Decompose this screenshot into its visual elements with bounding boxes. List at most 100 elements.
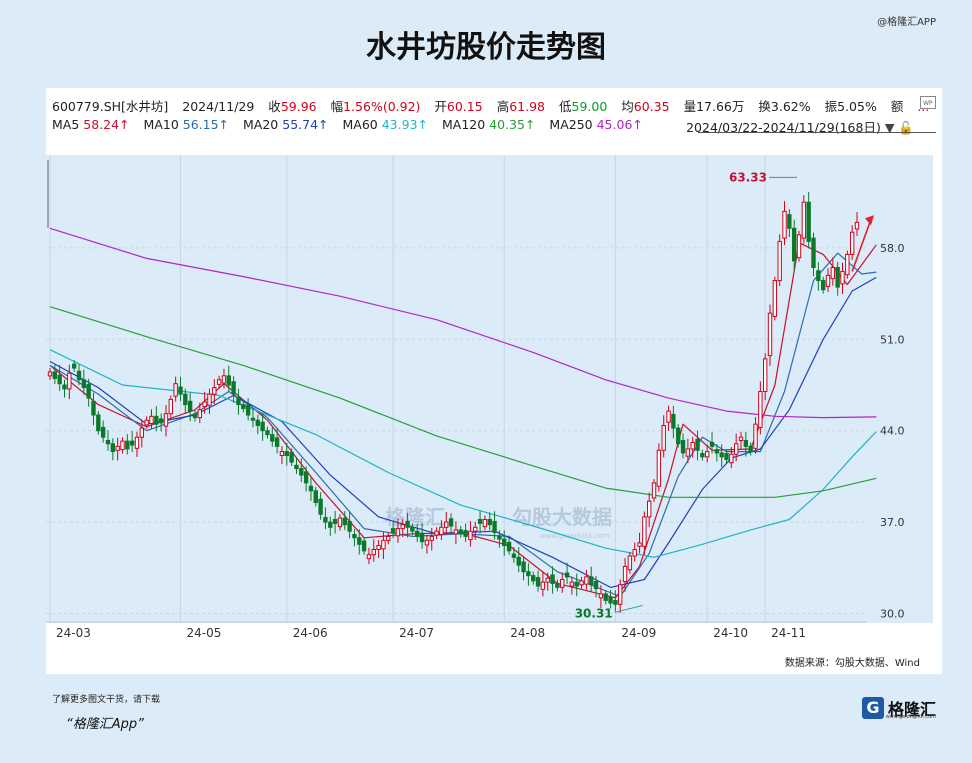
candle-up: [468, 530, 473, 541]
candle-down: [589, 576, 594, 586]
candle-down: [81, 379, 87, 389]
candle-up: [444, 521, 449, 528]
candle-up: [197, 409, 202, 419]
candle-up: [729, 453, 734, 464]
candle-down: [671, 413, 676, 429]
candle-down: [603, 593, 608, 601]
brand-url: www.gelonghui.com: [885, 714, 936, 720]
chart-watermark-url: www.gogudata.com: [540, 532, 609, 540]
candle-down: [680, 439, 686, 454]
amplitude-value: 5.05%: [837, 99, 877, 114]
candle-up: [584, 576, 589, 585]
x-tick-label: 24-09: [621, 626, 656, 640]
candle-down: [352, 533, 357, 539]
candle-down: [521, 561, 526, 573]
ma-info-row: MA5 58.24↑ MA10 56.15↑ MA20 55.74↑ MA60 …: [52, 117, 653, 132]
candle-up: [207, 393, 212, 406]
candle-down: [719, 452, 724, 458]
candle-down: [274, 437, 280, 447]
high-label: 高: [496, 99, 510, 114]
chart-title: 水井坊股价走势图: [366, 30, 606, 65]
candle-down: [608, 596, 613, 604]
candle-down: [62, 384, 67, 390]
x-tick-label: 24-03: [56, 626, 91, 640]
ma10-value: 56.15↑: [182, 117, 230, 132]
candle-up: [772, 280, 778, 317]
candle-down: [724, 453, 729, 460]
candle-up: [47, 371, 53, 377]
turnover-label: 换: [758, 99, 771, 114]
avg-value: 60.35: [633, 99, 670, 114]
wp-icon[interactable]: WP: [920, 96, 936, 112]
candle-up: [482, 518, 488, 528]
candle-up: [642, 516, 647, 547]
y-tick-label: 44.0: [880, 425, 905, 438]
change-label: 幅: [330, 99, 344, 114]
low-annotation-line: [614, 604, 643, 613]
candle-up: [279, 451, 285, 457]
footer-hint: 了解更多图文干货，请下载: [52, 695, 161, 705]
ma250-label: MA250: [549, 117, 593, 132]
candle-down: [154, 415, 159, 425]
candle-down: [695, 438, 700, 451]
candle-up: [854, 221, 860, 230]
trend-arrow-head: [865, 215, 874, 226]
candle-up: [337, 517, 343, 528]
candle-down: [265, 430, 270, 436]
low-label: 低: [558, 99, 572, 114]
candle-down: [676, 427, 681, 445]
candle-up: [661, 424, 666, 451]
high-annotation-label: 63.33: [729, 170, 767, 184]
candle-down: [593, 580, 599, 590]
svg-text:WP: WP: [923, 100, 933, 107]
candle-up: [845, 253, 850, 276]
candle-down: [241, 404, 246, 410]
candle-down: [178, 386, 183, 395]
candle-up: [849, 231, 855, 255]
candle-down: [743, 439, 749, 447]
date-range-selector[interactable]: 2024/03/22-2024/11/29(168日) ▼ 🔓: [686, 117, 914, 136]
candle-down: [487, 518, 492, 526]
candle-down: [318, 498, 323, 515]
candle-down: [96, 414, 101, 432]
candle-down: [531, 575, 536, 582]
amplitude-label: 振: [824, 99, 838, 114]
candle-down: [289, 451, 294, 463]
candle-down: [192, 413, 198, 419]
candle-down: [303, 471, 309, 484]
open-value: 60.15: [446, 99, 483, 114]
stock-code: 600779.SH[水井坊]: [52, 99, 169, 114]
candle-up: [738, 436, 744, 441]
candle-up: [753, 423, 758, 449]
candle-down: [714, 449, 720, 454]
candle-down: [299, 468, 304, 476]
quote-info-row: 600779.SH[水井坊] 2024/11/29 收59.96 幅1.56%(…: [52, 96, 939, 115]
candle-up: [381, 539, 386, 550]
candle-up: [651, 482, 657, 499]
candle-down: [100, 426, 106, 438]
candle-up: [840, 270, 845, 285]
dropdown-triangle-icon[interactable]: ▼: [884, 120, 895, 135]
candle-down: [458, 529, 463, 535]
lock-icon[interactable]: 🔓: [898, 120, 914, 135]
high-value: 61.98: [509, 99, 545, 114]
candle-down: [511, 553, 517, 558]
candle-up: [168, 398, 173, 415]
candle-down: [806, 201, 811, 242]
candle-up: [830, 267, 836, 280]
candle-up: [782, 210, 787, 239]
candle-down: [816, 270, 821, 282]
candle-down: [284, 451, 289, 457]
candle-up: [560, 579, 565, 588]
candle-up: [120, 440, 125, 451]
x-tick-label: 24-05: [186, 626, 221, 640]
y-tick-label: 37.0: [880, 516, 905, 529]
candle-down: [110, 443, 116, 453]
candle-up: [545, 577, 550, 583]
change-value: 1.56%(0.92): [343, 99, 421, 114]
candle-up: [434, 530, 439, 536]
candle-up: [115, 445, 120, 451]
candle-up: [598, 593, 604, 599]
candle-down: [357, 537, 362, 545]
ma-line-ma10: [49, 252, 877, 598]
